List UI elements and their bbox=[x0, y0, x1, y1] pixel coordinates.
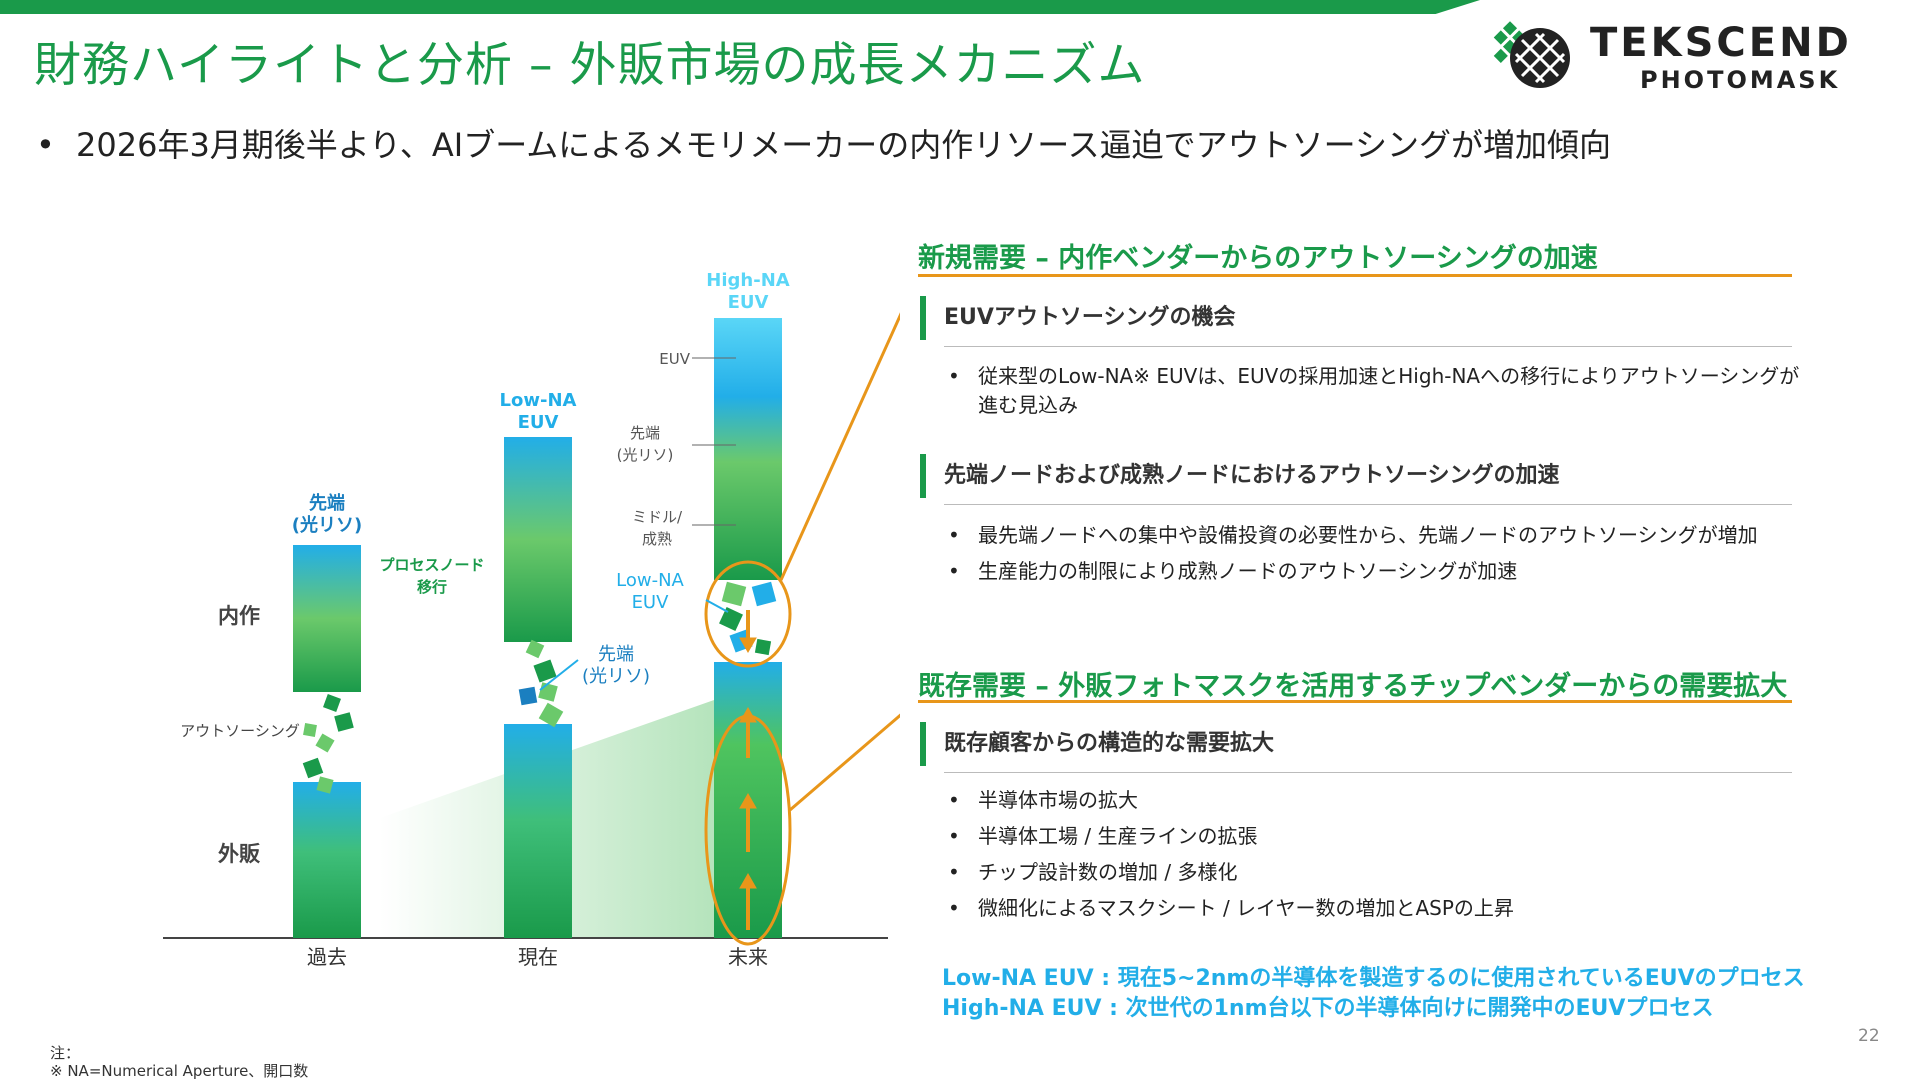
company-logo: TEKSCEND PHOTOMASK bbox=[1470, 18, 1900, 98]
page-number: 22 bbox=[1858, 1026, 1880, 1046]
section-new-demand-rule bbox=[918, 274, 1792, 277]
list-item: • チップ設計数の増加 / 多様化 bbox=[948, 858, 1237, 887]
sub-structural-demand-rule bbox=[944, 772, 1792, 773]
sub-node-outsourcing-title: 先端ノードおよび成熟ノードにおけるアウトソーシングの加速 bbox=[920, 454, 1560, 498]
page-title: 財務ハイライトと分析 – 外販市場の成長メカニズム bbox=[34, 38, 1146, 93]
column-2-top-label: Low-NA EUV bbox=[499, 390, 577, 433]
list-item: • 微細化によるマスクシート / レイヤー数の増加とASPの上昇 bbox=[948, 894, 1514, 923]
main-bullet-text: 2026年3月期後半より、AIブームによるメモリメーカーの内作リソース逼迫でアウ… bbox=[76, 126, 1612, 164]
list-item-text: 微細化によるマスクシート / レイヤー数の増加とASPの上昇 bbox=[978, 896, 1514, 920]
sub-euv-opportunity-title: EUVアウトソーシングの機会 bbox=[920, 296, 1235, 340]
sub-node-outsourcing-rule bbox=[944, 504, 1792, 505]
logo-wordmark: TEKSCEND bbox=[1590, 20, 1852, 66]
outsourcing-diagram bbox=[163, 312, 900, 946]
footnote-label: 注： bbox=[50, 1044, 81, 1062]
sub-structural-demand-title: 既存顧客からの構造的な需要拡大 bbox=[920, 722, 1274, 766]
column-1-top-label: 先端 (光リソ) bbox=[291, 493, 363, 536]
bullet-dot: • bbox=[36, 126, 55, 164]
column-3-tick-euv: EUV bbox=[659, 350, 690, 368]
bullet-dot: • bbox=[948, 896, 960, 920]
x-label-future: 未来 bbox=[728, 945, 768, 969]
outsourcing-label: アウトソーシング bbox=[180, 722, 300, 740]
footnote-text: ※ NA=Numerical Aperture、開口数 bbox=[50, 1062, 309, 1080]
column-3-side-label: Low-NA EUV bbox=[616, 570, 684, 613]
list-item-text: 半導体工場 / 生産ラインの拡張 bbox=[978, 824, 1258, 848]
section-existing-demand-title: 既存需要 – 外販フォトマスクを活用するチップベンダーからの需要拡大 bbox=[918, 671, 1788, 702]
section-existing-demand-rule bbox=[918, 700, 1792, 703]
list-item: • 従来型のLow-NA※ EUVは、EUVの採用加速とHigh-NAへの移行によ… bbox=[948, 362, 1799, 420]
x-label-past: 過去 bbox=[307, 945, 347, 969]
column-2-side-label: 先端 (光リソ) bbox=[581, 644, 651, 687]
sub-euv-opportunity-rule bbox=[944, 346, 1792, 347]
list-item-text: 生産能力の制限により成熟ノードのアウトソーシングが加速 bbox=[978, 559, 1518, 583]
row-label-merchant: 外販 bbox=[218, 842, 260, 866]
list-item-text: チップ設計数の増加 / 多様化 bbox=[978, 860, 1238, 884]
logo-subtitle: PHOTOMASK bbox=[1640, 66, 1841, 94]
main-bullet: • 2026年3月期後半より、AIブームによるメモリメーカーの内作リソース逼迫でア… bbox=[36, 120, 1611, 166]
logo-mark-icon bbox=[1493, 21, 1570, 88]
list-item: • 半導体工場 / 生産ラインの拡張 bbox=[948, 822, 1257, 851]
note-low-na-euv: Low-NA EUV : 現在5~2nmの半導体を製造するのに使用されているEU… bbox=[942, 966, 1805, 991]
section-new-demand-title: 新規需要 – 内作ベンダーからのアウトソーシングの加速 bbox=[918, 243, 1598, 274]
bullet-dot: • bbox=[948, 559, 960, 583]
column-3-tick-mature: ミドル/ 成熟 bbox=[631, 508, 683, 548]
x-label-now: 現在 bbox=[518, 945, 558, 969]
column-3-top-label: High-NA EUV bbox=[706, 270, 790, 313]
list-item-text: 従来型のLow-NA※ EUVは、EUVの採用加速とHigh-NAへの移行により… bbox=[978, 364, 1800, 417]
list-item: • 半導体市場の拡大 bbox=[948, 786, 1138, 815]
list-item: • 生産能力の制限により成熟ノードのアウトソーシングが加速 bbox=[948, 557, 1517, 586]
row-label-in-house: 内作 bbox=[218, 604, 260, 628]
list-item: • 最先端ノードへの集中や設備投資の必要性から、先端ノードのアウトソーシングが増加 bbox=[948, 521, 1758, 550]
top-accent-bar bbox=[0, 0, 1480, 14]
bullet-dot: • bbox=[948, 824, 960, 848]
bullet-dot: • bbox=[948, 860, 960, 884]
list-item-text: 半導体市場の拡大 bbox=[978, 788, 1138, 812]
bullet-dot: • bbox=[948, 523, 960, 547]
note-high-na-euv: High-NA EUV : 次世代の1nm台以下の半導体向けに開発中のEUVプロ… bbox=[942, 996, 1714, 1021]
column-3-tick-advanced: 先端 (光リソ) bbox=[616, 424, 674, 464]
list-item-text: 最先端ノードへの集中や設備投資の必要性から、先端ノードのアウトソーシングが増加 bbox=[978, 523, 1758, 547]
bullet-dot: • bbox=[948, 364, 960, 388]
bullet-dot: • bbox=[948, 788, 960, 812]
node-shift-label: プロセスノード 移行 bbox=[379, 556, 485, 596]
